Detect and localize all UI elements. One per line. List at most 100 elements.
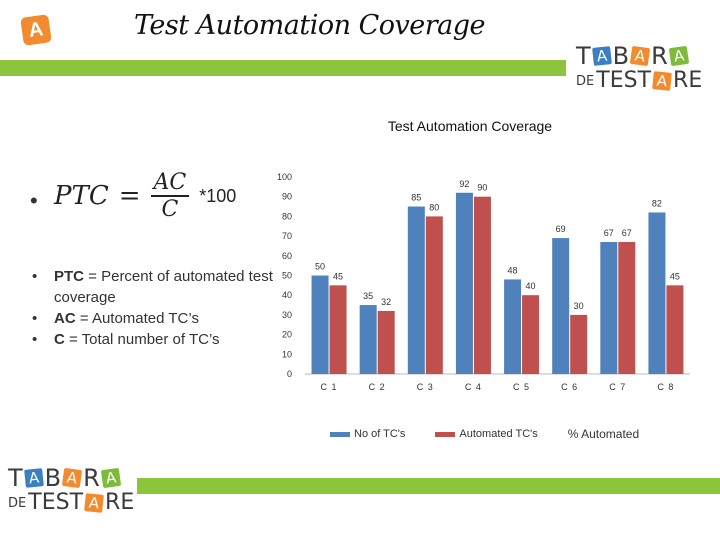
data-label: 92	[459, 179, 469, 189]
definition-term: C	[54, 331, 65, 348]
definition-item: AC = Automated TC’s	[30, 308, 275, 329]
definition-item: PTC = Percent of automated test coverage	[30, 266, 275, 308]
legend-item: No of TC's	[330, 428, 405, 440]
logo-letter: R	[651, 42, 668, 70]
logo-letter: A	[84, 493, 104, 513]
bar-automated-tcs	[377, 310, 395, 374]
logo-line-2: DE T E S T A R E	[8, 492, 134, 514]
y-tick-label: 30	[282, 310, 292, 320]
formula-denominator: C	[161, 197, 179, 222]
logo-letter: T	[69, 490, 84, 515]
chart-title: Test Automation Coverage	[387, 118, 553, 134]
data-label: 69	[556, 224, 566, 234]
y-tick-label: 40	[282, 290, 292, 300]
bar-no-of-tcs	[359, 305, 377, 374]
bar-automated-tcs	[329, 285, 347, 374]
bar-automated-tcs	[570, 314, 588, 374]
legend-item: Automated TC's	[435, 428, 538, 440]
logo-letter: T	[8, 464, 23, 492]
bar-no-of-tcs	[407, 206, 425, 374]
bar-no-of-tcs	[600, 242, 618, 374]
logo-letter: R	[673, 68, 689, 93]
bar-no-of-tcs	[648, 212, 666, 374]
logo-letter: S	[55, 490, 70, 515]
data-label: 48	[508, 265, 518, 275]
x-tick-label: C 4	[465, 382, 482, 392]
bar-automated-tcs	[425, 216, 443, 374]
y-tick-label: 50	[282, 271, 292, 281]
legend-label: Automated TC's	[459, 428, 538, 440]
y-tick-label: 90	[282, 192, 292, 202]
logo-letter: E	[120, 490, 135, 515]
bar-no-of-tcs	[552, 238, 570, 374]
logo-line-1: T A B A R A	[8, 466, 134, 490]
x-tick-label: C 7	[609, 382, 626, 392]
definition-text: = Automated TC’s	[75, 310, 199, 327]
logo-line-2: DE T E S T A R E	[576, 70, 702, 92]
y-tick-label: 80	[282, 211, 292, 221]
legend-item: % Automated	[568, 427, 639, 441]
bar-automated-tcs	[473, 196, 491, 374]
data-label: 32	[381, 297, 391, 307]
definition-term: AC	[54, 310, 76, 327]
bar-no-of-tcs	[504, 279, 522, 374]
x-tick-label: C 5	[513, 382, 530, 392]
data-label: 45	[333, 271, 343, 281]
y-tick-label: 100	[277, 172, 292, 182]
app-logo-letter: A	[27, 17, 45, 42]
formula-factor: *100	[199, 185, 237, 206]
slide-title: Test Automation Coverage	[134, 10, 486, 41]
y-tick-label: 20	[282, 330, 292, 340]
data-label: 90	[477, 183, 487, 193]
y-tick-label: 10	[282, 349, 292, 359]
logo-letter: R	[105, 490, 121, 515]
logo-letter: E	[609, 68, 624, 93]
bar-automated-tcs	[522, 295, 540, 374]
legend-label: No of TC's	[354, 428, 406, 440]
data-label: 85	[411, 193, 421, 203]
formula-fraction: AC C	[150, 170, 190, 222]
formula-bullet: •	[30, 188, 38, 213]
logo-letter: DE	[576, 73, 595, 89]
definition-text: = Total number of TC’s	[64, 331, 220, 348]
y-tick-label: 0	[287, 369, 292, 379]
tabara-de-testare-logo-footer: T A B A R A DE T E S T A R E	[8, 466, 134, 514]
bar-no-of-tcs	[311, 275, 329, 374]
bar-automated-tcs	[618, 242, 636, 374]
app-logo-icon: A	[20, 14, 52, 46]
logo-letter: A	[591, 46, 612, 66]
logo-letter: S	[623, 68, 638, 93]
footer-bar	[137, 478, 720, 494]
definitions-panel: PTC = AC C *100 PTC = Percent of automat…	[30, 170, 273, 350]
definition-text: = Percent of automated test coverage	[54, 268, 273, 306]
x-tick-label: C 2	[369, 382, 386, 392]
data-label: 35	[363, 291, 373, 301]
logo-letter: A	[668, 45, 689, 67]
x-tick-label: C 6	[561, 382, 578, 392]
legend-label: % Automated	[567, 427, 640, 441]
title-underline-bar	[0, 60, 566, 76]
logo-letter: A	[629, 45, 651, 67]
logo-letter: B	[44, 464, 62, 492]
data-label: 82	[652, 198, 662, 208]
formula-numerator: AC	[150, 170, 190, 197]
logo-letter: E	[688, 68, 703, 93]
legend-swatch	[435, 431, 456, 437]
data-label: 50	[315, 262, 325, 272]
logo-letter: DE	[8, 495, 27, 511]
ptc-formula: PTC = AC C *100	[30, 170, 270, 222]
y-tick-label: 60	[282, 251, 292, 261]
logo-letter: B	[612, 42, 630, 70]
definition-list: PTC = Percent of automated test coverage…	[30, 266, 275, 350]
data-label: 30	[574, 301, 584, 311]
logo-line-1: T A B A R A	[576, 44, 702, 68]
legend-swatch	[330, 431, 350, 437]
formula-lhs: PTC	[54, 181, 109, 211]
logo-letter: T	[596, 68, 610, 93]
data-label: 80	[429, 202, 439, 212]
logo-letter: R	[83, 464, 100, 492]
logo-letter: T	[28, 490, 42, 515]
data-label: 40	[526, 281, 536, 291]
bar-automated-tcs	[666, 285, 684, 374]
data-label: 45	[670, 271, 680, 281]
